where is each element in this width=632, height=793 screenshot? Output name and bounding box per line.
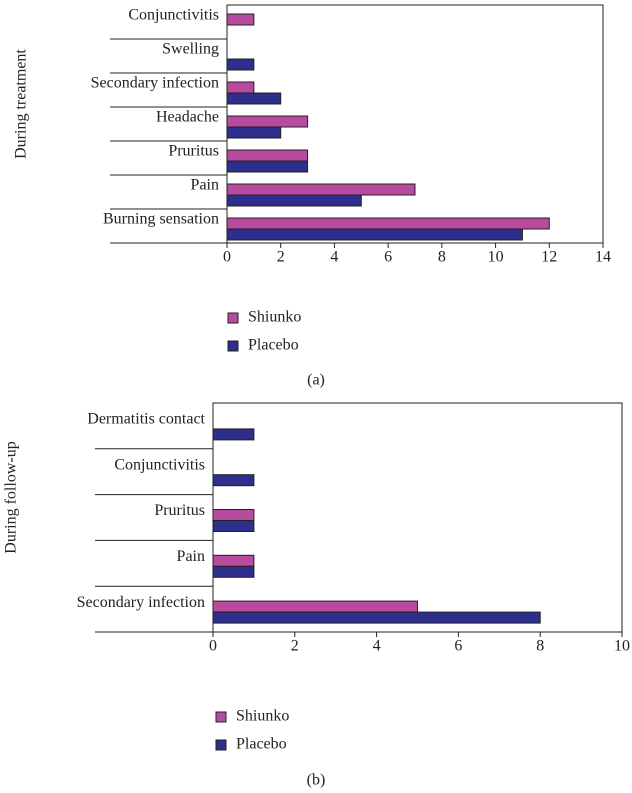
bar (226, 149, 309, 162)
bar (212, 565, 255, 578)
bar (226, 81, 255, 94)
x-tick-label: 4 (330, 249, 338, 266)
bar (212, 611, 541, 624)
y-tick-label: Conjunctivitis (128, 7, 219, 24)
legend-label: Placebo (248, 337, 299, 354)
x-tick-label: 2 (291, 638, 299, 655)
y-tick-label: Pruritus (168, 143, 219, 160)
x-tick-label: 8 (536, 638, 544, 655)
y-tick-label: Conjunctivitis (114, 456, 205, 473)
bar (226, 160, 309, 173)
y-tick-label: Pain (191, 177, 219, 194)
x-tick-label: 4 (373, 638, 381, 655)
bar (226, 126, 282, 139)
x-tick-label: 0 (223, 249, 231, 266)
bar (226, 92, 282, 105)
bar (212, 520, 255, 532)
x-tick-label: 10 (614, 638, 630, 655)
legend-label: Shiunko (248, 309, 301, 326)
x-tick-label: 14 (595, 249, 611, 266)
y-axis-label: During follow-up (3, 441, 20, 553)
bar (226, 13, 255, 26)
legend-swatch (227, 340, 239, 352)
bar (212, 509, 255, 521)
legend-label: Placebo (236, 736, 287, 753)
bar (226, 58, 255, 71)
y-axis-label: During treatment (13, 49, 30, 159)
y-tick-label: Pruritus (154, 502, 205, 519)
y-tick-label: Swelling (162, 41, 219, 58)
bar (226, 228, 523, 241)
y-tick-label: Burning sensation (103, 211, 219, 228)
legend-swatch (215, 711, 227, 723)
bar (226, 217, 550, 230)
bar (226, 183, 416, 196)
x-tick-label: 8 (438, 249, 446, 266)
bar (212, 554, 255, 567)
x-tick-label: 2 (277, 249, 285, 266)
bar (226, 115, 309, 128)
caption: (b) (307, 772, 326, 789)
y-tick-label: Secondary infection (77, 594, 205, 611)
legend-swatch (227, 312, 239, 324)
legend-label: Shiunko (236, 708, 289, 725)
caption: (a) (307, 372, 325, 389)
plot-frame (212, 402, 623, 633)
bar (212, 474, 255, 487)
x-tick-label: 6 (384, 249, 392, 266)
x-tick-label: 6 (454, 638, 462, 655)
bar (226, 194, 362, 207)
y-tick-label: Secondary infection (91, 75, 219, 92)
y-tick-label: Pain (177, 548, 205, 565)
x-tick-label: 12 (541, 249, 557, 266)
y-tick-label: Dermatitis contact (87, 411, 205, 428)
y-tick-label: Headache (156, 109, 219, 126)
bar (212, 600, 418, 613)
x-tick-label: 0 (209, 638, 217, 655)
x-tick-label: 10 (488, 249, 504, 266)
bar (212, 428, 255, 441)
legend-swatch (215, 739, 227, 751)
